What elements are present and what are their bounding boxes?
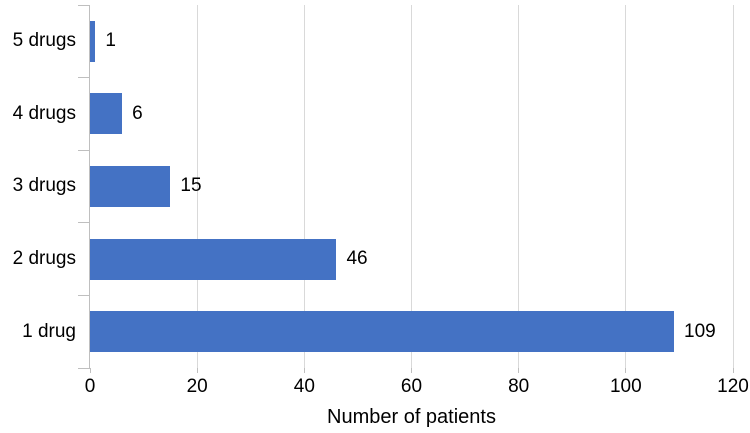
y-axis-tick [78,4,89,6]
category-label: 1 drug [22,320,76,342]
x-axis-title: Number of patients [327,406,496,428]
y-axis-tick [78,367,89,369]
gridline [625,5,627,368]
x-axis-tick [625,368,627,373]
x-axis-tick-label: 80 [508,376,530,397]
category-label: 4 drugs [12,102,76,124]
bar [90,93,123,135]
value-label: 109 [684,320,716,342]
value-label: 6 [132,102,143,124]
x-axis-tick [196,368,198,373]
gridline [411,5,412,368]
x-axis-tick-label: 60 [400,376,423,397]
gridline [518,5,520,368]
category-label: 2 drugs [12,248,76,270]
gridline [303,5,305,368]
x-axis-tick [303,368,305,373]
x-axis-tick [89,368,91,373]
y-axis-tick [78,77,89,79]
bar [90,20,96,62]
bar [90,166,171,207]
x-axis-tick [518,368,520,373]
x-axis-tick-label: 40 [293,376,315,397]
y-axis-tick [78,222,89,224]
x-axis-tick-label: 120 [717,376,749,397]
y-axis-line [89,5,90,369]
x-axis-tick [411,368,412,373]
gridline [196,5,198,368]
y-axis-tick [78,149,89,151]
value-label: 15 [180,175,202,197]
x-axis-tick-label: 0 [84,376,96,397]
category-label: 5 drugs [12,30,76,52]
x-axis-tick-label: 20 [186,376,208,397]
gridline [732,5,734,368]
value-label: 46 [346,248,368,270]
x-axis-tick-label: 100 [609,376,642,397]
value-label: 1 [105,30,116,52]
bar [90,311,675,353]
x-axis-tick [732,368,734,373]
category-label: 3 drugs [12,175,76,197]
bar [90,238,337,280]
y-axis-tick [78,294,89,296]
